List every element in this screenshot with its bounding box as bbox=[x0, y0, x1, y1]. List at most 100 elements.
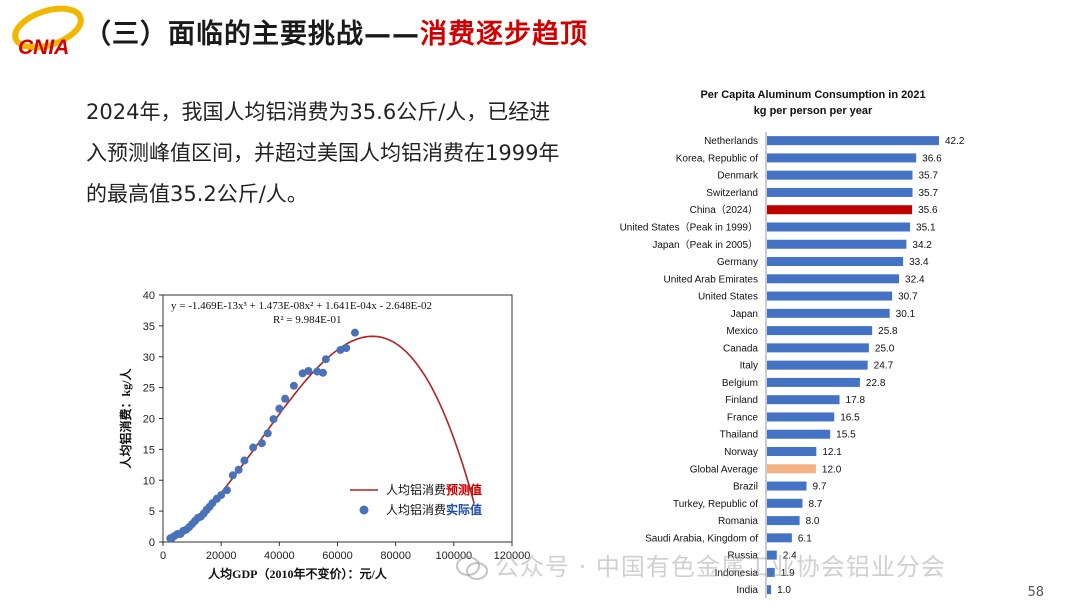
x-tick-label: 120000 bbox=[494, 550, 530, 562]
bar-category-label: Brazil bbox=[733, 482, 758, 493]
bar-value-label: 32.4 bbox=[905, 274, 925, 285]
bar-category-label: United Arab Emirates bbox=[664, 274, 759, 285]
bar-value-label: 25.8 bbox=[878, 326, 898, 337]
bar-value-label: 35.7 bbox=[919, 171, 939, 182]
bar-category-label: Finland bbox=[725, 395, 758, 406]
y-tick-label: 20 bbox=[143, 414, 155, 426]
bar bbox=[767, 205, 913, 215]
bar-value-label: 35.6 bbox=[918, 205, 938, 216]
bar-value-label: 12.0 bbox=[822, 464, 842, 475]
bar bbox=[767, 274, 900, 284]
bar-category-label: Canada bbox=[723, 343, 758, 354]
bar-value-label: 8.7 bbox=[808, 499, 822, 510]
legend-point-swatch bbox=[359, 505, 369, 515]
bar bbox=[767, 429, 831, 439]
bar bbox=[767, 308, 890, 318]
bar bbox=[767, 533, 792, 543]
bar bbox=[767, 585, 772, 595]
y-tick-label: 10 bbox=[143, 475, 155, 487]
bar-category-label: Switzerland bbox=[706, 188, 758, 199]
bar bbox=[767, 567, 775, 577]
bar bbox=[767, 395, 840, 405]
data-point bbox=[342, 344, 351, 353]
fit-equation: y = -1.469E-13x³ + 1.473E-08x² + 1.641E-… bbox=[171, 300, 432, 312]
bar-category-label: Korea, Republic of bbox=[676, 153, 758, 164]
data-point bbox=[304, 366, 313, 375]
bar-category-label: France bbox=[727, 412, 759, 423]
bar-value-label: 35.1 bbox=[916, 222, 936, 233]
bar-category-label: United States（Peak in 1999） bbox=[620, 221, 758, 233]
bar bbox=[767, 153, 917, 163]
bar bbox=[767, 360, 868, 370]
y-tick-label: 25 bbox=[143, 383, 155, 395]
bar bbox=[767, 377, 860, 387]
data-point bbox=[289, 381, 298, 390]
bar bbox=[767, 481, 807, 491]
bar bbox=[767, 498, 803, 508]
fit-r-squared: R² = 9.984E-01 bbox=[273, 314, 341, 326]
data-point bbox=[234, 465, 243, 474]
bar-category-label: Italy bbox=[740, 361, 758, 372]
bar-value-label: 15.5 bbox=[836, 430, 856, 441]
bar bbox=[767, 343, 869, 353]
x-tick-label: 0 bbox=[160, 550, 166, 562]
bar bbox=[767, 222, 911, 232]
bar-value-label: 30.1 bbox=[896, 309, 916, 320]
bar bbox=[767, 464, 816, 474]
x-tick-label: 20000 bbox=[206, 550, 237, 562]
bar-category-label: Russia bbox=[727, 551, 758, 562]
bar-chart: Per Capita Aluminum Consumption in 2021 k… bbox=[600, 80, 1000, 604]
bar bbox=[767, 170, 913, 180]
bar-category-label: Global Average bbox=[690, 464, 759, 475]
data-point bbox=[249, 443, 258, 452]
bar-value-label: 35.7 bbox=[919, 188, 939, 199]
y-axis-label: 人均铝消费：kg/人 bbox=[118, 367, 133, 468]
bar-category-label: Japan bbox=[731, 309, 758, 320]
bar-value-label: 34.2 bbox=[912, 240, 932, 251]
cnia-logo: CNIA bbox=[8, 2, 86, 64]
bar-value-label: 2.4 bbox=[783, 551, 797, 562]
x-tick-label: 80000 bbox=[380, 550, 411, 562]
data-point bbox=[318, 368, 327, 377]
wechat-icon bbox=[455, 555, 489, 581]
bar-category-label: Turkey, Republic of bbox=[673, 499, 758, 510]
watermark: 公众号 · 中国有色金属工业协会铝业分会 bbox=[455, 547, 946, 582]
data-point bbox=[321, 355, 330, 364]
bar bbox=[767, 187, 913, 197]
bar-chart-title: Per Capita Aluminum Consumption in 2021 bbox=[700, 89, 925, 101]
scatter-chart: 0 5 10 15 20 25 30 35 40 0 20000 40000 60000 80000 100… bbox=[110, 282, 530, 591]
bar-value-label: 1.9 bbox=[781, 568, 795, 579]
bar-value-label: 9.7 bbox=[813, 482, 827, 493]
bar-category-label: Denmark bbox=[717, 171, 759, 182]
bar bbox=[767, 446, 817, 456]
bar-value-label: 17.8 bbox=[846, 395, 866, 406]
legend-forecast: 人均铝消费预测值 bbox=[386, 482, 482, 497]
bar-category-label: United States bbox=[698, 292, 758, 303]
bar-value-label: 33.4 bbox=[909, 257, 929, 268]
data-point bbox=[350, 328, 359, 337]
y-tick-label: 5 bbox=[149, 506, 155, 518]
bar-category-label: Japan（Peak in 2005） bbox=[652, 239, 758, 251]
bar-value-label: 6.1 bbox=[798, 533, 812, 544]
bar bbox=[767, 550, 777, 560]
bar bbox=[767, 239, 907, 249]
bar-value-label: 25.0 bbox=[875, 343, 895, 354]
y-tick-label: 35 bbox=[143, 321, 155, 333]
data-point bbox=[269, 415, 278, 424]
data-point bbox=[217, 491, 226, 500]
bar-category-label: China（2024） bbox=[690, 204, 758, 216]
data-point bbox=[281, 394, 290, 403]
bar bbox=[767, 412, 835, 422]
data-point bbox=[228, 471, 237, 480]
bar-value-label: 36.6 bbox=[922, 153, 942, 164]
x-tick-label: 60000 bbox=[322, 550, 353, 562]
bar-category-label: Romania bbox=[718, 516, 758, 527]
bar-category-label: India bbox=[736, 585, 758, 596]
bar-category-label: Norway bbox=[724, 447, 758, 458]
bar-value-label: 8.0 bbox=[806, 516, 820, 527]
bar bbox=[767, 291, 893, 301]
bar-value-label: 12.1 bbox=[822, 447, 842, 458]
data-point bbox=[263, 429, 272, 438]
x-axis-label: 人均GDP（2010年不变价）：元/人 bbox=[208, 566, 388, 581]
data-point bbox=[257, 439, 266, 448]
